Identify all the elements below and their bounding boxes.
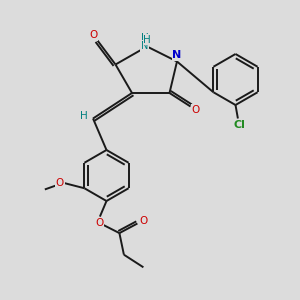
Text: O: O — [139, 215, 148, 226]
Text: N: N — [172, 50, 182, 60]
Text: H: H — [143, 35, 151, 45]
Text: N: N — [141, 41, 148, 51]
Text: O: O — [56, 178, 64, 188]
Text: H: H — [80, 111, 87, 121]
Text: H: H — [141, 33, 148, 43]
Text: O: O — [95, 218, 103, 228]
Text: O: O — [89, 30, 97, 40]
Text: Cl: Cl — [233, 120, 245, 130]
Text: O: O — [192, 105, 200, 115]
